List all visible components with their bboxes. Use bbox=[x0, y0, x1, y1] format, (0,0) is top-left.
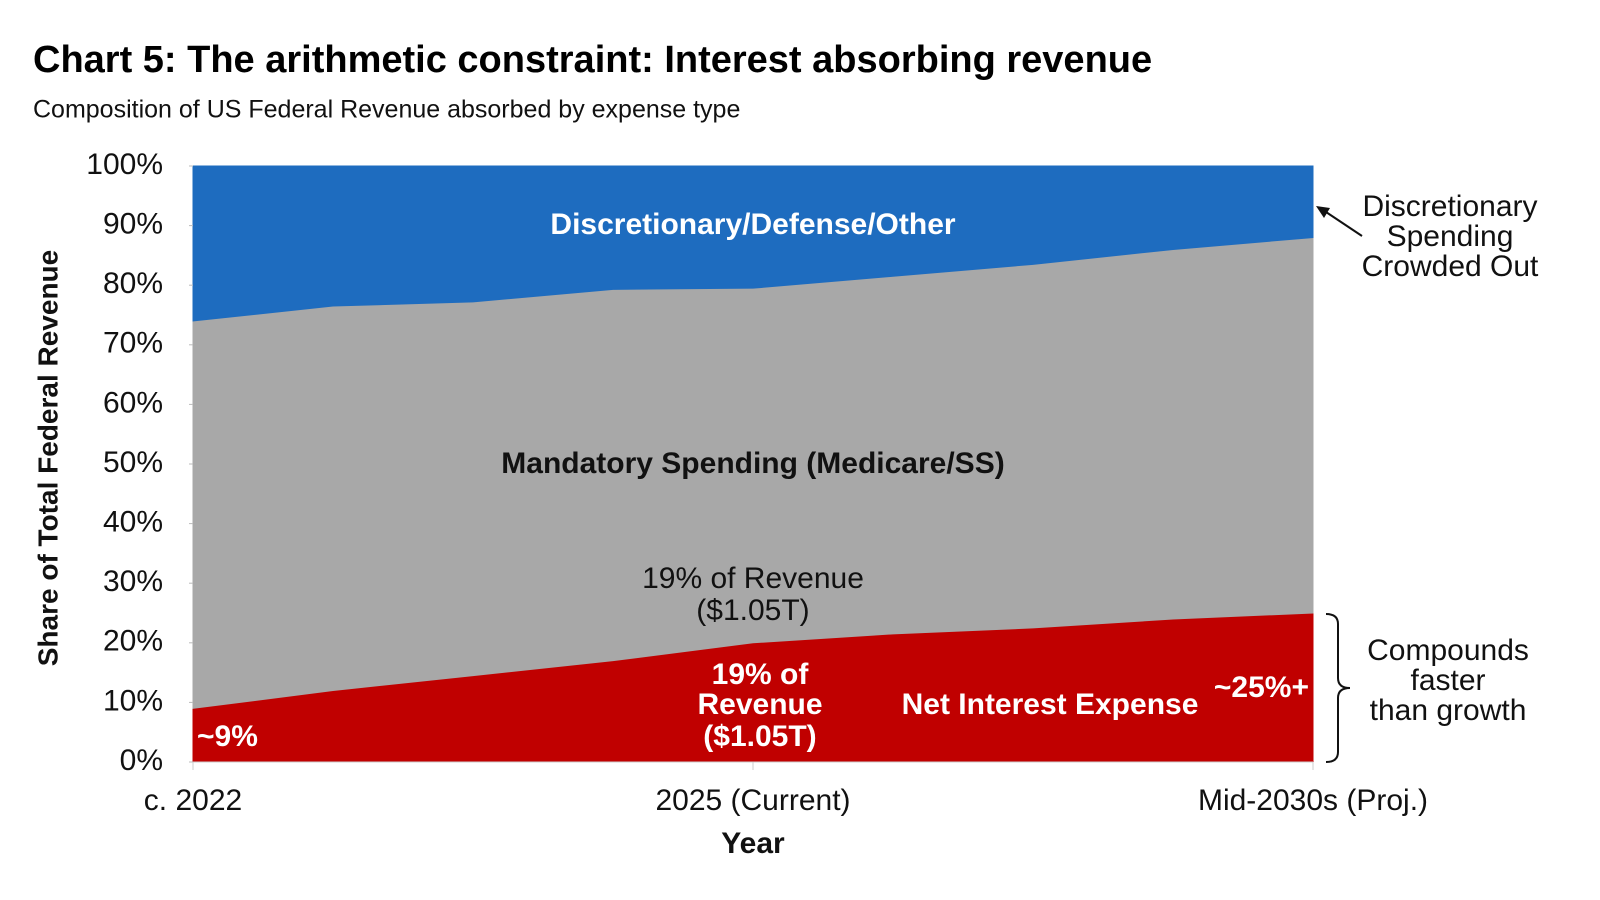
data-label: ~25%+ bbox=[1214, 671, 1309, 704]
annotation: Discretionary bbox=[1362, 190, 1537, 223]
y-tick-label: 80% bbox=[103, 267, 163, 300]
series-label: Mandatory Spending (Medicare/SS) bbox=[501, 447, 1004, 480]
annotation: than growth bbox=[1370, 694, 1527, 727]
chart-subtitle: Composition of US Federal Revenue absorb… bbox=[33, 96, 740, 124]
y-tick-label: 30% bbox=[103, 565, 163, 598]
annotation: 19% of Revenue bbox=[642, 562, 864, 595]
annotation: 19% of bbox=[712, 658, 810, 691]
y-axis-title: Share of Total Federal Revenue bbox=[32, 250, 63, 667]
x-tick-label: Mid-2030s (Proj.) bbox=[1198, 784, 1428, 817]
annotation: ($1.05T) bbox=[696, 594, 809, 627]
y-tick-label: 0% bbox=[120, 744, 163, 777]
x-tick-label: c. 2022 bbox=[144, 784, 242, 817]
y-tick-label: 10% bbox=[103, 684, 163, 717]
annotation: faster bbox=[1410, 664, 1485, 697]
annotation: ($1.05T) bbox=[703, 720, 816, 753]
chart-title: Chart 5: The arithmetic constraint: Inte… bbox=[33, 39, 1152, 81]
annotation: Revenue bbox=[697, 688, 822, 721]
x-tick-label: 2025 (Current) bbox=[655, 784, 850, 817]
y-tick-label: 20% bbox=[103, 625, 163, 658]
y-tick-label: 90% bbox=[103, 208, 163, 241]
y-tick-label: 40% bbox=[103, 506, 163, 539]
series-label: Discretionary/Defense/Other bbox=[550, 208, 955, 241]
annotation: Compounds bbox=[1367, 634, 1529, 667]
y-tick-label: 70% bbox=[103, 327, 163, 360]
bracket bbox=[1325, 613, 1351, 763]
annotation: Spending bbox=[1387, 220, 1514, 253]
x-axis-title: Year bbox=[721, 827, 785, 860]
plot-area bbox=[192, 165, 1314, 763]
y-tick-label: 60% bbox=[103, 386, 163, 419]
series-label: Net Interest Expense bbox=[902, 688, 1199, 721]
y-tick-label: 100% bbox=[86, 148, 163, 181]
arrow-head bbox=[1316, 206, 1330, 218]
y-tick-label: 50% bbox=[103, 446, 163, 479]
data-label: ~9% bbox=[197, 720, 258, 753]
area bbox=[192, 165, 1314, 322]
annotation: Crowded Out bbox=[1362, 250, 1539, 283]
